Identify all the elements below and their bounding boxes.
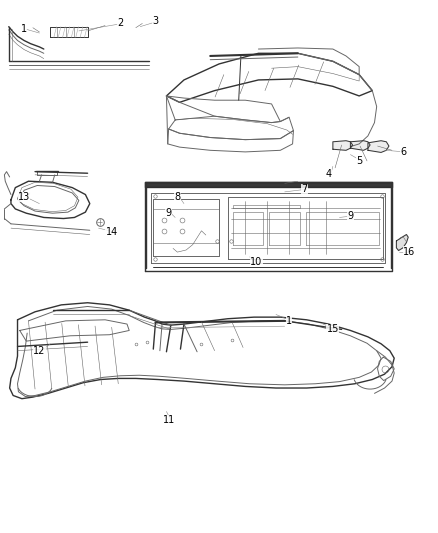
Text: 13: 13 [18,192,30,202]
Polygon shape [333,141,353,150]
Text: 4: 4 [325,169,332,179]
Text: 9: 9 [166,208,172,218]
Text: 15: 15 [327,325,339,334]
Polygon shape [368,141,389,152]
Text: 7: 7 [301,184,307,194]
Text: 8: 8 [174,192,180,202]
Text: 5: 5 [356,156,362,166]
Text: 14: 14 [106,227,118,237]
Text: 11: 11 [162,415,175,425]
Text: 3: 3 [152,17,159,26]
Text: 2: 2 [117,19,124,28]
Text: 16: 16 [403,247,416,256]
Text: 1: 1 [286,316,292,326]
Polygon shape [350,141,370,150]
Polygon shape [396,235,408,251]
Text: 9: 9 [347,211,353,221]
Text: 1: 1 [21,25,27,34]
Text: 10: 10 [250,257,262,267]
Text: 6: 6 [400,147,406,157]
Text: 12: 12 [33,346,46,356]
